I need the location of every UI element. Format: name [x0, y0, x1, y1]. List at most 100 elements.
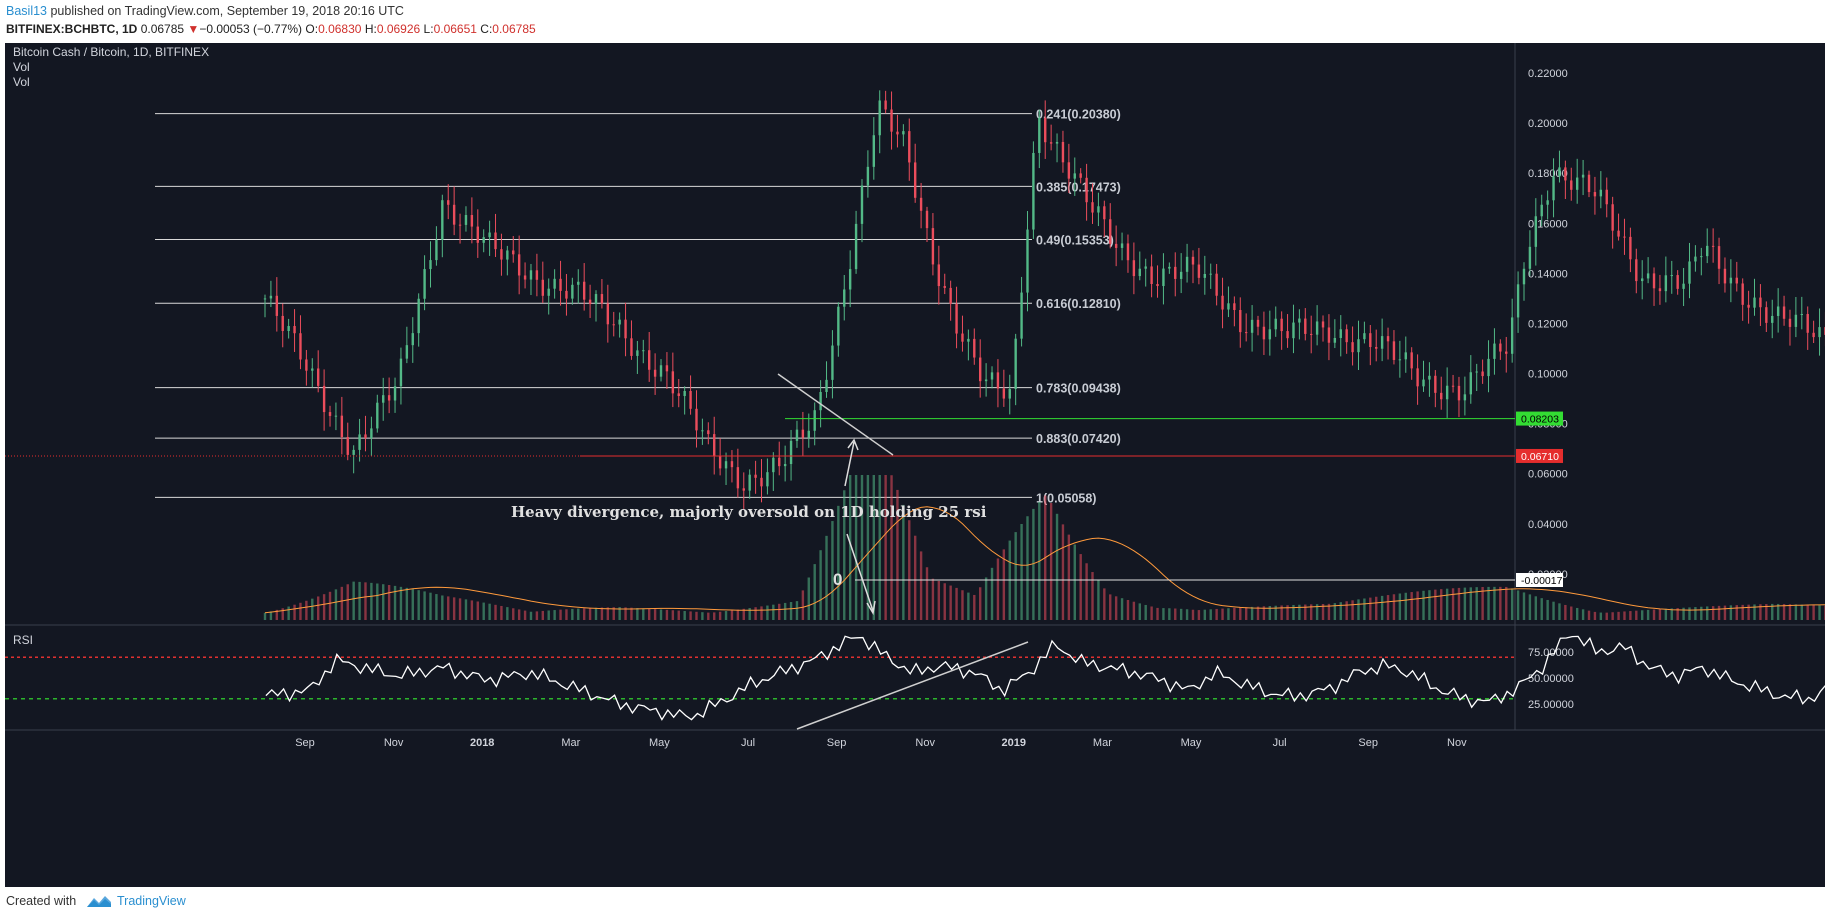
volume-bar — [1741, 604, 1744, 620]
volume-bar — [801, 590, 805, 620]
volume-bar — [736, 609, 740, 620]
volume-bar — [399, 586, 403, 620]
candle-body — [713, 434, 716, 456]
candle-body — [1434, 375, 1437, 393]
candle-body — [718, 455, 722, 469]
volume-bar — [316, 596, 320, 620]
candle-body — [1469, 372, 1472, 395]
volume-bar — [1091, 572, 1094, 620]
tradingview-link[interactable]: TradingView — [117, 894, 186, 908]
volume-bar — [582, 608, 586, 620]
volume-bar — [340, 586, 344, 620]
candle-body — [1623, 236, 1626, 238]
candle-body — [1510, 317, 1514, 354]
candle-body — [305, 359, 308, 371]
candle-body — [1700, 256, 1703, 258]
candle-body — [636, 350, 639, 356]
candle-body — [1475, 371, 1478, 373]
candle-body — [689, 390, 692, 409]
volume-bar — [913, 535, 917, 620]
volume-bar — [447, 596, 450, 620]
down-arrow-icon: ▼ — [187, 22, 200, 36]
candle-body — [925, 210, 929, 229]
volume-bar — [1729, 605, 1733, 620]
volume-bar — [1487, 586, 1490, 620]
candle-body — [1008, 389, 1011, 399]
volume-bar — [630, 607, 633, 620]
volume-bar — [1103, 588, 1106, 620]
candle-body — [1114, 243, 1118, 248]
candle-body — [1611, 204, 1614, 231]
volume-bar — [470, 600, 474, 620]
candle-body — [1487, 358, 1490, 377]
volume-bar — [370, 582, 373, 620]
chart-canvas[interactable]: 0.22000 0.20000 0.18000 0.16000 0.14000 0.120… — [5, 43, 1825, 887]
candle-body — [1274, 318, 1277, 330]
candle-body — [1605, 189, 1608, 205]
chart-area[interactable]: 0.22000 0.20000 0.18000 0.16000 0.14000 0.120… — [5, 43, 1825, 887]
arrow-up-head — [847, 438, 859, 451]
candle-body — [943, 286, 946, 288]
volume-bar — [837, 505, 840, 620]
volume-bar — [1345, 601, 1348, 620]
volume-bar — [269, 611, 273, 620]
candle-body — [1782, 306, 1786, 319]
candle-body — [984, 379, 988, 382]
candle-body — [1457, 385, 1461, 401]
volume-bar — [435, 594, 438, 620]
volume-bar — [1540, 598, 1543, 620]
volume-bar — [1357, 599, 1360, 620]
publish-header: Basil13 published on TradingView.com, Se… — [0, 0, 1830, 40]
candle-body — [1215, 273, 1218, 296]
volume-bar — [878, 475, 881, 620]
volume-bar — [1575, 607, 1579, 620]
candle-body — [854, 223, 858, 270]
candle-body — [1351, 342, 1354, 353]
fib-level-label: 1(0.05058) — [1036, 491, 1096, 505]
candle-body — [754, 474, 757, 478]
volume-bar — [1593, 611, 1597, 620]
volume-bar — [1641, 610, 1644, 620]
candle-body — [813, 410, 816, 431]
candle-body — [1203, 273, 1207, 278]
volume-bar — [642, 608, 645, 620]
tradingview-logo-icon[interactable] — [86, 893, 112, 909]
volume-bar — [1032, 508, 1035, 620]
rsi-line — [265, 635, 1825, 721]
volume-bar — [636, 608, 639, 620]
volume-bar — [1717, 605, 1721, 620]
candle-body — [1723, 268, 1727, 284]
volume-bar — [1002, 549, 1006, 620]
volume-bar — [1055, 513, 1059, 620]
candle-body — [1079, 173, 1082, 178]
candle-body — [1652, 273, 1656, 289]
candle-body — [961, 333, 964, 342]
candle-body — [1067, 162, 1071, 179]
candle-body — [878, 100, 881, 136]
low-label: L: — [423, 22, 434, 36]
volume-bar — [1534, 596, 1538, 620]
candle-body — [494, 232, 497, 250]
volume-bar — [382, 584, 385, 620]
volume-bar — [458, 598, 462, 620]
volume-bar — [902, 504, 905, 620]
candle-body — [1776, 306, 1780, 316]
volume-bar — [600, 607, 604, 620]
zero-annotation-text: 0 — [833, 570, 842, 589]
volume-bar — [1416, 591, 1419, 620]
volume-bar — [659, 609, 663, 620]
candle-body — [1398, 359, 1402, 361]
candle-body — [1032, 152, 1035, 230]
volume-bar — [825, 535, 828, 620]
candle-body — [299, 333, 302, 360]
time-tick-label: Jul — [1273, 737, 1287, 749]
candle-body — [435, 239, 438, 261]
symbol-label: BITFINEX:BCHBTC, 1D — [6, 22, 138, 36]
candle-body — [1292, 322, 1295, 339]
candle-body — [860, 185, 864, 224]
candle-body — [1564, 167, 1567, 181]
candle-body — [1209, 273, 1212, 275]
candle-body — [630, 338, 633, 356]
author-link[interactable]: Basil13 — [6, 4, 47, 18]
volume-bar — [931, 578, 935, 620]
